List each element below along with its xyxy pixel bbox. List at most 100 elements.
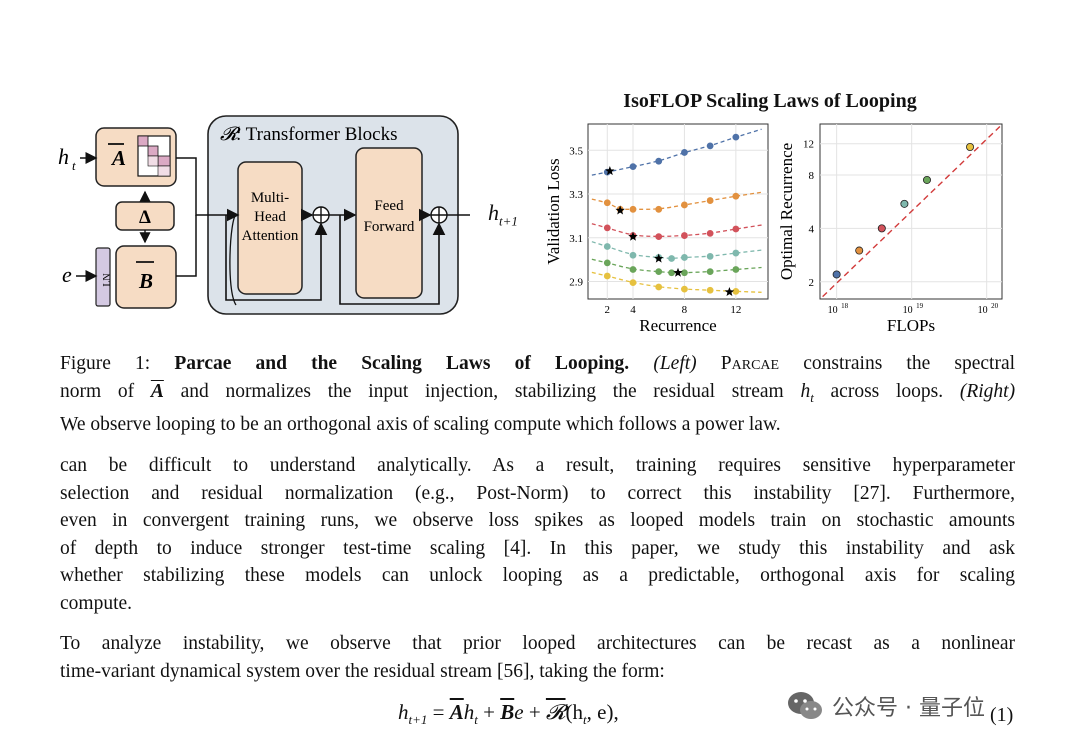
y-tick-label: 3.1 [569,233,583,245]
body-paragraph-2: To analyze instability, we observe that … [60,630,1015,685]
y-tick-label: 2.9 [569,277,583,289]
input-h-sub: t [72,158,76,173]
y-tick-label: 3.5 [569,145,583,157]
y-tick-label: 3.3 [569,189,583,201]
series-0-point [681,149,688,156]
ff-line-2: Forward [364,219,415,235]
body1-line-5: whether stabilizing these models can unl… [60,565,1015,586]
series-1-point [603,199,611,207]
caption-left: (Left) [653,353,697,374]
series-5-point [603,272,611,280]
series-5-optimum-star [724,287,735,297]
eq-b: B [500,700,515,724]
series-1-point [629,205,637,213]
caption-t1: constrains the spectral [803,353,1016,374]
body1-line-4: of depth to induce stronger test-time sc… [60,537,1015,559]
data-point-3 [900,199,909,208]
series-4-point [681,269,688,277]
caption-t2a: norm of [60,380,135,402]
mha-line-2: Head [254,209,286,225]
series-1-point [681,201,688,209]
output-label: ht+1 [488,200,518,229]
data-point-4 [922,175,931,184]
eq-args-sub: t [583,712,587,728]
eq-r: 𝓡 [545,700,566,724]
y-tick-label: 2 [809,277,815,289]
architecture-diagram: 𝓡 : Transformer Blocks Multi- Head Atten… [58,115,470,315]
series-2-optimum-star [628,231,638,241]
output-h-text: h [488,200,499,225]
eq-args: (h [565,700,584,724]
caption-parcae: Parcae [720,353,780,374]
y-axis-label: Validation Loss [544,158,563,264]
b-matrix-box [115,245,177,309]
y-tick-label: 4 [809,223,815,235]
body2-line-1: To analyze instability, we observe that … [60,633,1015,654]
series-3-point [668,255,675,262]
ln-label: LN [102,273,113,286]
series-3-optimum-star [653,253,664,263]
series-4-curve [591,258,762,274]
series-4-point [629,266,637,273]
series-5-point [655,283,663,291]
body-paragraph-1: can be difficult to understand analytica… [60,452,1015,617]
x-tick-exponent: 19 [916,302,924,310]
eq-equals: = [432,700,445,724]
power-law-fit-line [822,126,1001,298]
series-0-point [706,142,714,150]
b-label: B [138,269,153,293]
series-2-point [603,224,611,232]
caption-a-bar: A [150,380,164,402]
eq-plus-2: + [528,700,541,724]
series-2-point [732,225,740,233]
input-h: h [58,144,69,169]
series-3-point [706,252,714,260]
body1-line-6: compute. [60,592,133,614]
caption-label: Figure 1: [60,353,151,374]
delta-label: Δ [139,207,151,228]
output-sub: t+1 [499,213,518,229]
eq-args-end: , e), [586,700,619,724]
series-2-point [655,233,663,241]
equation-number: (1) [990,704,1014,726]
series-0-optimum-star [605,166,615,176]
series-0-point [732,133,740,141]
a-label: A [110,146,126,170]
x-tick-label: 10 [903,305,913,316]
eq-a: A [449,700,464,724]
eq-h: h [463,700,475,724]
series-1-point [655,205,663,213]
y-axis-label: Optimal Recurrence [778,143,796,280]
mha-box [237,161,303,295]
ff-line-1: Feed [374,198,404,214]
data-point-0 [832,270,841,279]
series-4-point [655,268,663,276]
caption-t2c: across loops. [830,380,944,402]
series-5-point [706,286,714,294]
r-symbol: 𝓡 [220,124,241,145]
figure-caption: Figure 1: Parcae and the Scaling Laws of… [60,350,1015,438]
x-tick-exponent: 20 [991,302,999,310]
x-tick-label: 2 [605,304,611,316]
series-5-point [732,287,740,295]
wechat-icon [788,692,822,719]
x-tick-label: 10 [978,305,988,316]
mha-line-1: Multi- [251,190,289,206]
series-4-point [732,266,740,273]
chart-title: IsoFLOP Scaling Laws of Looping [623,90,917,112]
body1-line-2: selection and residual normalization (e.… [60,482,1015,504]
data-point-5 [966,143,975,152]
body1-line-1: can be difficult to understand analytica… [60,455,1015,476]
mha-line-3: Attention [242,228,299,244]
ff-box [355,147,423,299]
series-3-point [629,251,637,259]
x-tick-label: 8 [682,304,688,316]
caption-ht: ht [800,380,814,405]
eq-e: e [514,700,524,724]
series-0-point [655,157,663,165]
series-1-curve [591,191,762,210]
series-3-point [603,243,611,250]
watermark: 公众号 · 量子位 [786,688,985,724]
series-0-point [629,163,637,171]
eq-plus-1: + [483,700,495,724]
